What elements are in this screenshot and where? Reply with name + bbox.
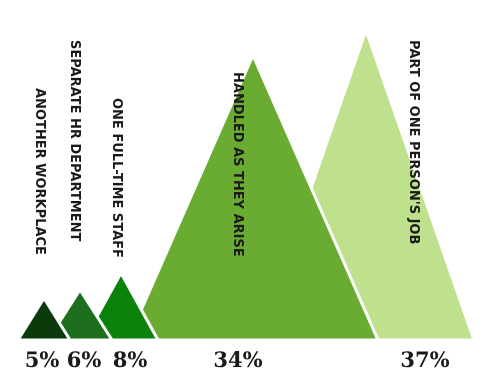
peak-3	[126, 53, 380, 342]
category-label-0: ANOTHER WORKPLACE	[32, 88, 47, 255]
category-label-4: PART OF ONE PERSON'S JOB	[406, 40, 421, 244]
value-label-1: 6%	[67, 347, 102, 372]
value-label-0: 5%	[25, 347, 60, 372]
peaks-group	[16, 28, 476, 342]
value-label-4: 37%	[400, 347, 449, 372]
category-label-3: HANDLED AS THEY ARISE	[230, 72, 245, 257]
category-labels: ANOTHER WORKPLACE SEPARATE HR DEPARTMENT O…	[32, 40, 421, 258]
category-label-2: ONE FULL-TIME STAFF	[109, 98, 124, 258]
value-label-3: 34%	[213, 347, 262, 372]
peak-1	[46, 288, 114, 342]
peak-0	[16, 296, 72, 342]
value-label-2: 8%	[113, 347, 148, 372]
category-label-1: SEPARATE HR DEPARTMENT	[67, 40, 82, 241]
value-labels: 5% 6% 8% 34% 37%	[25, 347, 450, 372]
